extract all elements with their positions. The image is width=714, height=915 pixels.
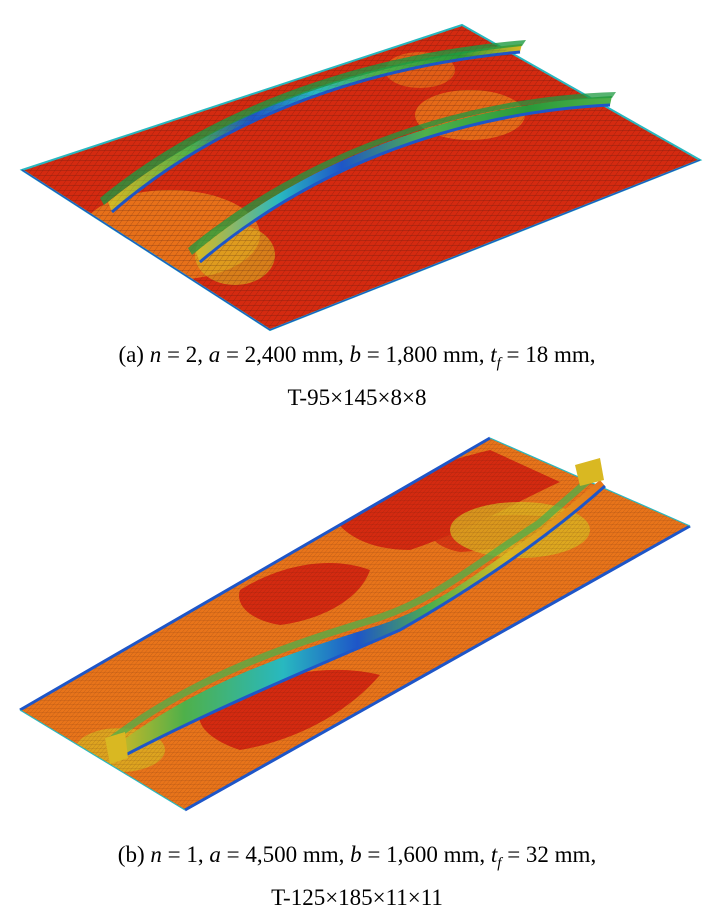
- caption-a-line1: (a) n = 2, a = 2,400 mm, b = 1,800 mm, t…: [0, 338, 714, 381]
- caption-b-n-value: = 1,: [161, 842, 210, 867]
- caption-b-a-value: = 4,500 mm,: [220, 842, 351, 867]
- caption-a-label: (a): [118, 342, 150, 367]
- caption-b-t-subscript: f: [497, 855, 502, 872]
- caption-b-b-value: = 1,600 mm,: [361, 842, 491, 867]
- caption-a-line2: T-95×145×8×8: [287, 384, 427, 410]
- caption-a-a-value: = 2,400 mm,: [220, 342, 350, 367]
- caption-b-line1: (b) n = 1, a = 4,500 mm, b = 1,600 mm, t…: [0, 838, 714, 881]
- caption-a-t-subscript: f: [496, 355, 501, 372]
- caption-b: (b) n = 1, a = 4,500 mm, b = 1,600 mm, t…: [0, 838, 714, 914]
- caption-b-a-symbol: a: [209, 842, 221, 867]
- caption-b-t-value: = 32 mm,: [501, 842, 597, 867]
- caption-a-b-symbol: b: [349, 342, 361, 367]
- figure-b-fem-plot: [19, 436, 691, 812]
- figure-a: (a) n = 2, a = 2,400 mm, b = 1,800 mm, t…: [0, 0, 714, 420]
- caption-a-b-value: = 1,800 mm,: [360, 342, 491, 367]
- figure-a-fem-plot: [19, 23, 703, 332]
- stiffener-b: [105, 458, 607, 764]
- stiffener-a2: [188, 92, 616, 264]
- caption-a-n-symbol: n: [149, 342, 162, 367]
- caption-b-t-symbol: t: [490, 842, 498, 867]
- caption-a: (a) n = 2, a = 2,400 mm, b = 1,800 mm, t…: [0, 338, 714, 414]
- caption-a-a-symbol: a: [208, 342, 221, 367]
- caption-a-n-value: = 2,: [161, 342, 209, 367]
- caption-b-n-symbol: n: [150, 842, 162, 867]
- caption-a-t-symbol: t: [490, 342, 497, 367]
- stiffener-a1: [22, 25, 700, 330]
- caption-a-t-value: = 18 mm,: [500, 342, 596, 367]
- figure-b: (b) n = 1, a = 4,500 mm, b = 1,600 mm, t…: [0, 420, 714, 915]
- caption-b-b-symbol: b: [350, 842, 362, 867]
- caption-b-label: (b): [117, 842, 151, 867]
- caption-b-line2: T-125×185×11×11: [271, 884, 443, 910]
